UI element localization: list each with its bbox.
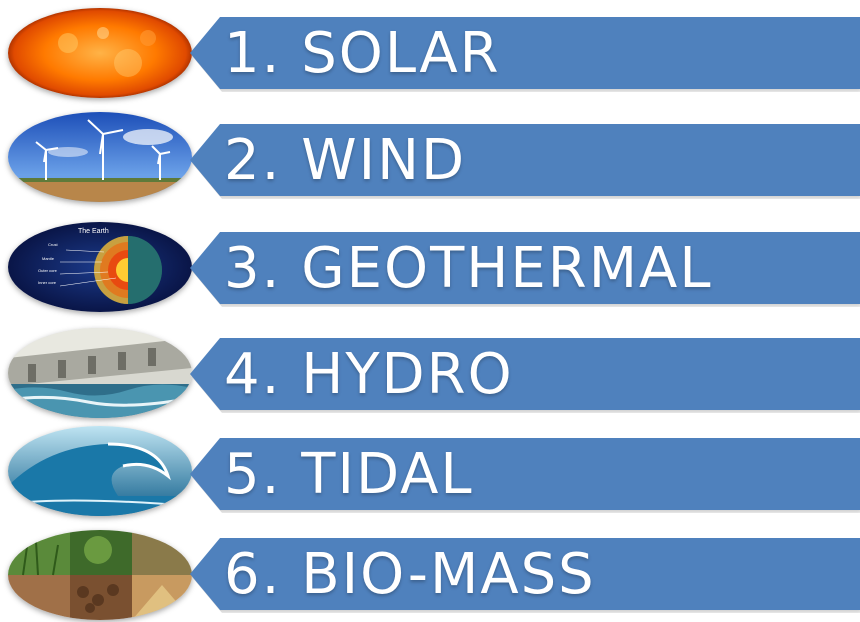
banner-biomass: 6. BIO-MASS	[190, 538, 860, 610]
energy-item-tidal: 5. TIDAL	[0, 426, 860, 522]
earth-diagram-title: The Earth	[78, 228, 109, 235]
item-label: 4. HYDRO	[224, 341, 514, 407]
wave-image	[8, 426, 192, 516]
earth-diagram-layer-outer-core: Outer core	[38, 268, 57, 273]
energy-item-solar: 1. SOLAR	[0, 6, 860, 102]
earth-diagram-layer-inner-core: Inner core	[38, 280, 57, 285]
banner-tidal: 5. TIDAL	[190, 438, 860, 510]
earth-diagram-layer-crust: Crust	[48, 242, 58, 247]
energy-item-geothermal: The Earth Crust Mantle Outer core Inner …	[0, 222, 860, 318]
wind-turbines-image	[8, 112, 192, 202]
banner-solar: 1. SOLAR	[190, 17, 860, 89]
item-label: 5. TIDAL	[224, 441, 474, 507]
item-label: 1. SOLAR	[224, 20, 501, 86]
item-label: 3. GEOTHERMAL	[224, 235, 713, 301]
dam-image	[8, 328, 192, 418]
earth-diagram-layer-mantle: Mantle	[42, 256, 55, 261]
energy-item-wind: 2. WIND	[0, 112, 860, 208]
banner-wind: 2. WIND	[190, 124, 860, 196]
banner-geothermal: 3. GEOTHERMAL	[190, 232, 860, 304]
item-label: 2. WIND	[224, 127, 467, 193]
biomass-collage-image	[8, 530, 192, 620]
banner-hydro: 4. HYDRO	[190, 338, 860, 410]
sun-image	[8, 8, 192, 98]
energy-item-biomass: 6. BIO-MASS	[0, 526, 860, 622]
item-label: 6. BIO-MASS	[224, 541, 596, 607]
earth-layers-image: The Earth Crust Mantle Outer core Inner …	[8, 222, 192, 312]
energy-item-hydro: 4. HYDRO	[0, 326, 860, 422]
